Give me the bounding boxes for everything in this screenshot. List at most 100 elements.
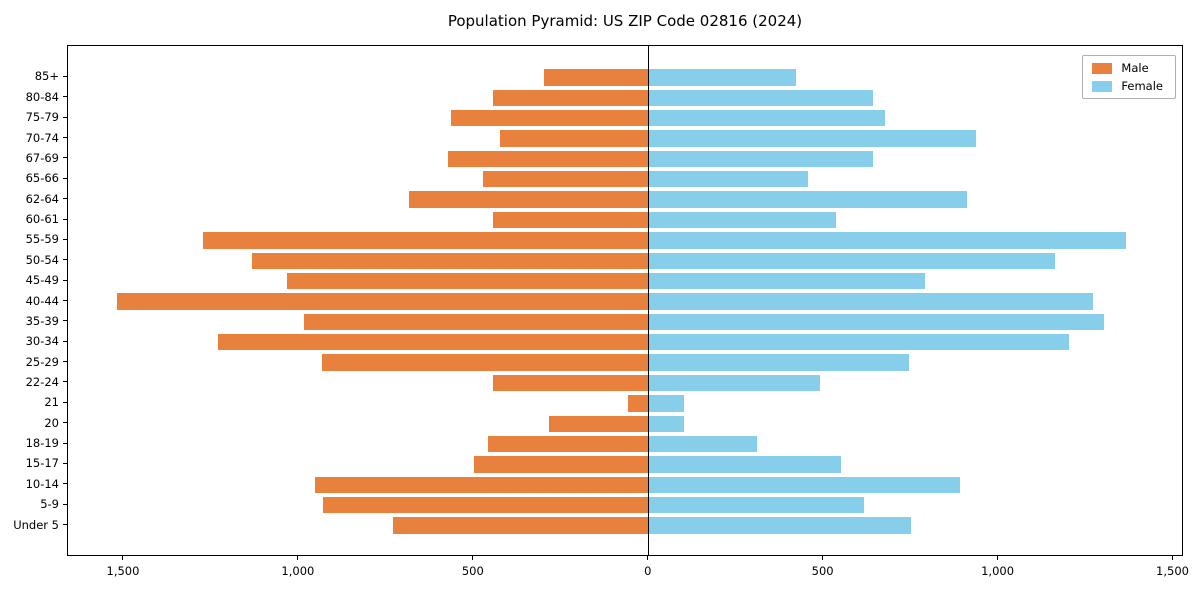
- ytick-mark: [63, 218, 67, 220]
- bar-male-20: [549, 415, 649, 432]
- ytick-label-40-44: 40-44: [25, 293, 59, 308]
- zero-axis-line: [647, 46, 650, 555]
- ytick-label-20: 20: [44, 415, 59, 430]
- legend-item-male: Male: [1092, 62, 1163, 74]
- ytick-label-55-59: 55-59: [25, 232, 59, 247]
- ytick-mark: [63, 361, 67, 363]
- ytick-mark: [63, 340, 67, 342]
- ytick-label-85+: 85+: [34, 69, 59, 84]
- xtick-label-1,500: 1,500: [1156, 564, 1189, 578]
- xtick-label-500: 500: [461, 564, 484, 578]
- xtick-mark: [647, 556, 649, 560]
- bar-female-85+: [648, 69, 796, 86]
- ytick-label-35-39: 35-39: [25, 313, 59, 328]
- ytick-label-65-66: 65-66: [25, 171, 59, 186]
- bar-male-65-66: [482, 171, 649, 188]
- ytick-mark: [63, 137, 67, 138]
- bar-female-55-59: [648, 232, 1127, 249]
- ytick-mark: [63, 442, 67, 444]
- bar-male-85+: [543, 69, 649, 86]
- ytick-mark: [63, 157, 67, 159]
- ytick-mark: [63, 422, 67, 424]
- ytick-label-62-64: 62-64: [25, 191, 59, 206]
- bar-female-18-19: [648, 435, 758, 453]
- ytick-mark: [63, 177, 67, 179]
- ytick-mark: [63, 381, 67, 383]
- bar-female-50-54: [648, 252, 1055, 269]
- bar-female-30-34: [648, 334, 1069, 351]
- bar-male-55-59: [202, 232, 649, 249]
- bar-female-65-66: [648, 171, 808, 188]
- ytick-mark: [63, 259, 67, 261]
- xtick-label-0: 0: [644, 564, 652, 578]
- bar-male-80-84: [493, 89, 649, 106]
- bar-female-25-29: [648, 354, 910, 371]
- ytick-mark: [63, 238, 67, 240]
- bar-female-45-49: [648, 272, 926, 290]
- plot-area: Male Female: [67, 45, 1183, 556]
- ytick-label-50-54: 50-54: [25, 252, 59, 267]
- bar-male-18-19: [487, 435, 649, 453]
- bar-female-67-69: [648, 150, 873, 168]
- xtick-mark: [297, 556, 299, 560]
- xtick-label-500: 500: [811, 564, 834, 578]
- ytick-mark: [63, 483, 67, 485]
- bar-male-21: [627, 395, 649, 412]
- bar-female-35-39: [648, 313, 1104, 331]
- ytick-label-67-69: 67-69: [25, 150, 59, 165]
- ytick-label-70-74: 70-74: [25, 130, 59, 145]
- bar-male-5-9: [323, 497, 649, 514]
- bar-female-60-61: [648, 211, 836, 229]
- bar-male-70-74: [500, 130, 649, 147]
- legend: Male Female: [1082, 55, 1176, 99]
- bar-male-75-79: [451, 109, 649, 127]
- female-color-swatch: [1092, 80, 1113, 92]
- xtick-mark: [472, 556, 474, 560]
- ytick-mark: [63, 279, 67, 281]
- ytick-label-Under 5: Under 5: [13, 517, 59, 532]
- bar-female-21: [648, 395, 684, 412]
- bar-female-10-14: [648, 476, 961, 494]
- ytick-label-18-19: 18-19: [25, 436, 59, 451]
- bar-male-50-54: [251, 252, 649, 269]
- bar-male-35-39: [304, 313, 649, 331]
- male-color-swatch: [1092, 62, 1113, 74]
- bar-male-Under 5: [393, 517, 649, 534]
- bar-male-60-61: [493, 211, 649, 229]
- xtick-mark: [997, 556, 999, 560]
- ytick-mark: [63, 401, 67, 403]
- bar-female-22-24: [648, 374, 821, 392]
- ytick-mark: [63, 198, 67, 200]
- ytick-label-5-9: 5-9: [40, 497, 59, 512]
- ytick-mark: [63, 300, 67, 301]
- ytick-label-75-79: 75-79: [25, 110, 59, 125]
- bar-female-5-9: [648, 497, 864, 514]
- ytick-mark: [63, 524, 67, 526]
- ytick-mark: [63, 503, 67, 505]
- xtick-label-1,000: 1,000: [981, 564, 1015, 578]
- legend-label-male: Male: [1121, 61, 1149, 75]
- bar-male-22-24: [493, 374, 649, 392]
- xtick-mark: [822, 556, 824, 560]
- xtick-mark: [122, 556, 124, 560]
- ytick-label-22-24: 22-24: [25, 374, 59, 389]
- chart-title: Population Pyramid: US ZIP Code 02816 (2…: [447, 12, 803, 30]
- ytick-label-60-61: 60-61: [25, 212, 59, 226]
- ytick-label-45-49: 45-49: [25, 273, 59, 288]
- ytick-label-10-14: 10-14: [25, 476, 59, 491]
- bar-male-62-64: [409, 191, 649, 208]
- ytick-label-21: 21: [44, 395, 59, 410]
- bar-female-70-74: [648, 130, 976, 147]
- legend-item-female: Female: [1092, 80, 1163, 92]
- bar-male-25-29: [321, 354, 649, 371]
- bars-layer: [68, 46, 1182, 555]
- ytick-mark: [63, 75, 67, 77]
- bar-male-30-34: [218, 334, 649, 351]
- xtick-label-1,500: 1,500: [106, 564, 140, 578]
- bar-female-15-17: [648, 456, 842, 473]
- ytick-label-15-17: 15-17: [25, 456, 59, 471]
- ytick-mark: [63, 96, 67, 98]
- bar-male-40-44: [116, 293, 649, 310]
- ytick-mark: [63, 320, 67, 322]
- bar-male-45-49: [286, 272, 649, 290]
